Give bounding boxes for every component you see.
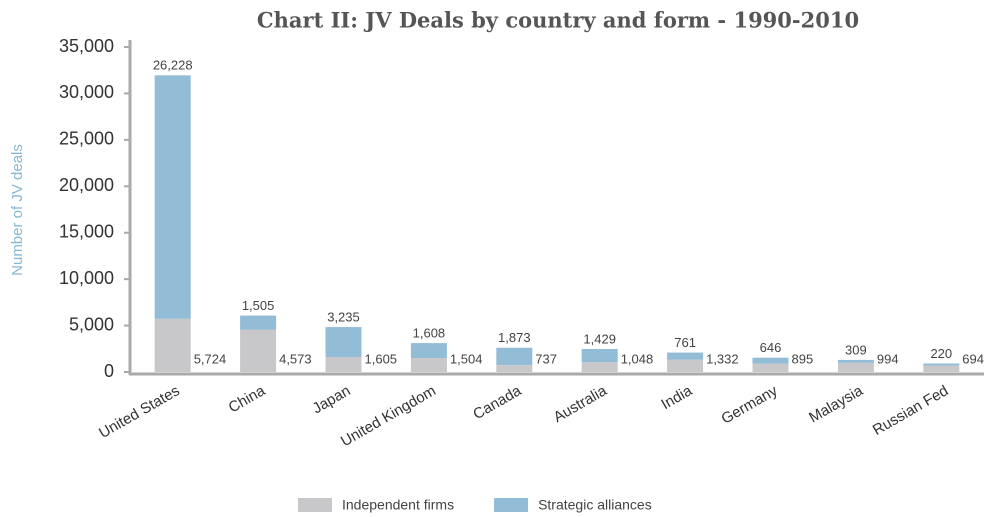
bar-segment (837, 359, 874, 363)
x-tick-label: Japan (310, 382, 354, 417)
bar-segment (923, 365, 960, 372)
bar-segment (410, 358, 447, 372)
bar-segment (752, 363, 789, 372)
bar-segment (837, 362, 874, 372)
bar-segment (667, 359, 704, 372)
data-label: 5,724 (194, 351, 227, 366)
bar-segment (325, 327, 362, 358)
bar-segment (154, 318, 191, 372)
data-label: 761 (674, 335, 696, 350)
data-label: 26,228 (153, 58, 193, 73)
data-label: 1,608 (413, 326, 446, 341)
y-axis-label: Number of JV deals (9, 144, 26, 276)
x-tick-label: Russian Fed (870, 382, 951, 439)
x-tick-label: United Kingdom (338, 382, 439, 450)
legend-label: Strategic alliances (538, 497, 652, 513)
data-label: 1,332 (706, 351, 739, 366)
bar-segment (923, 363, 960, 366)
y-tick-label: 10,000 (59, 268, 114, 288)
x-tick-label: India (658, 382, 695, 413)
x-tick-label: China (226, 382, 269, 417)
bar-segment (154, 75, 191, 319)
y-tick-label: 20,000 (59, 175, 114, 195)
data-label: 220 (930, 346, 952, 361)
chart-title: Chart II: JV Deals by country and form -… (257, 8, 859, 33)
data-label: 3,235 (327, 309, 360, 324)
y-tick-label: 0 (104, 361, 114, 381)
bar-segment (496, 347, 533, 366)
data-label: 737 (535, 351, 557, 366)
bar-segment (410, 343, 447, 359)
data-label: 1,873 (498, 330, 531, 345)
bar-segment (240, 315, 277, 330)
data-label: 646 (760, 340, 782, 355)
y-tick-label: 35,000 (59, 36, 114, 56)
x-tick-label: Australia (551, 382, 611, 426)
bar-segment (240, 329, 277, 372)
data-label: 309 (845, 342, 867, 357)
bar-segment (752, 357, 789, 364)
data-label: 895 (792, 351, 814, 366)
y-tick-label: 15,000 (59, 221, 114, 241)
y-tick-label: 25,000 (59, 129, 114, 149)
y-tick-label: 30,000 (59, 82, 114, 102)
x-tick-label: Canada (470, 382, 525, 423)
bar-segment (581, 362, 618, 372)
legend-label: Independent firms (342, 497, 454, 513)
data-label: 4,573 (279, 351, 312, 366)
data-label: 1,605 (365, 351, 398, 366)
bar-segment (667, 352, 704, 360)
data-label: 694 (962, 351, 984, 366)
bar-segment (581, 348, 618, 363)
bar-segment (325, 357, 362, 372)
x-tick-label: United States (96, 382, 182, 442)
data-label: 1,048 (621, 351, 654, 366)
y-tick-label: 5,000 (69, 314, 114, 334)
data-label: 1,429 (583, 331, 616, 346)
data-label: 994 (877, 351, 899, 366)
x-tick-label: Malaysia (806, 382, 866, 427)
legend-swatch (298, 498, 332, 512)
data-label: 1,505 (242, 298, 275, 313)
data-label: 1,504 (450, 351, 483, 366)
x-tick-label: Germany (719, 382, 781, 428)
legend-swatch (494, 498, 529, 512)
bar-segment (496, 365, 533, 372)
